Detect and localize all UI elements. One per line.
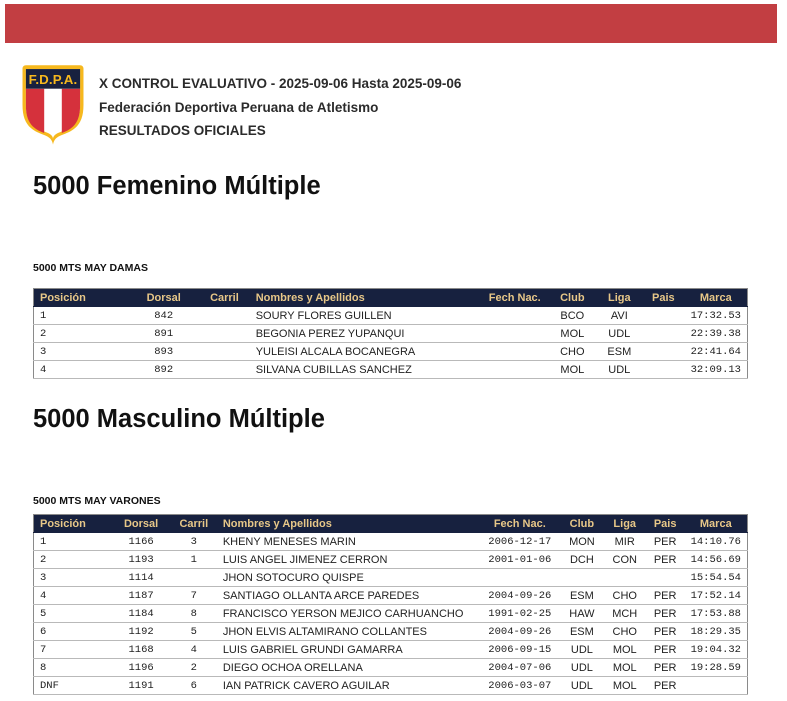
svg-text:F.D.P.A.: F.D.P.A. bbox=[29, 72, 78, 87]
